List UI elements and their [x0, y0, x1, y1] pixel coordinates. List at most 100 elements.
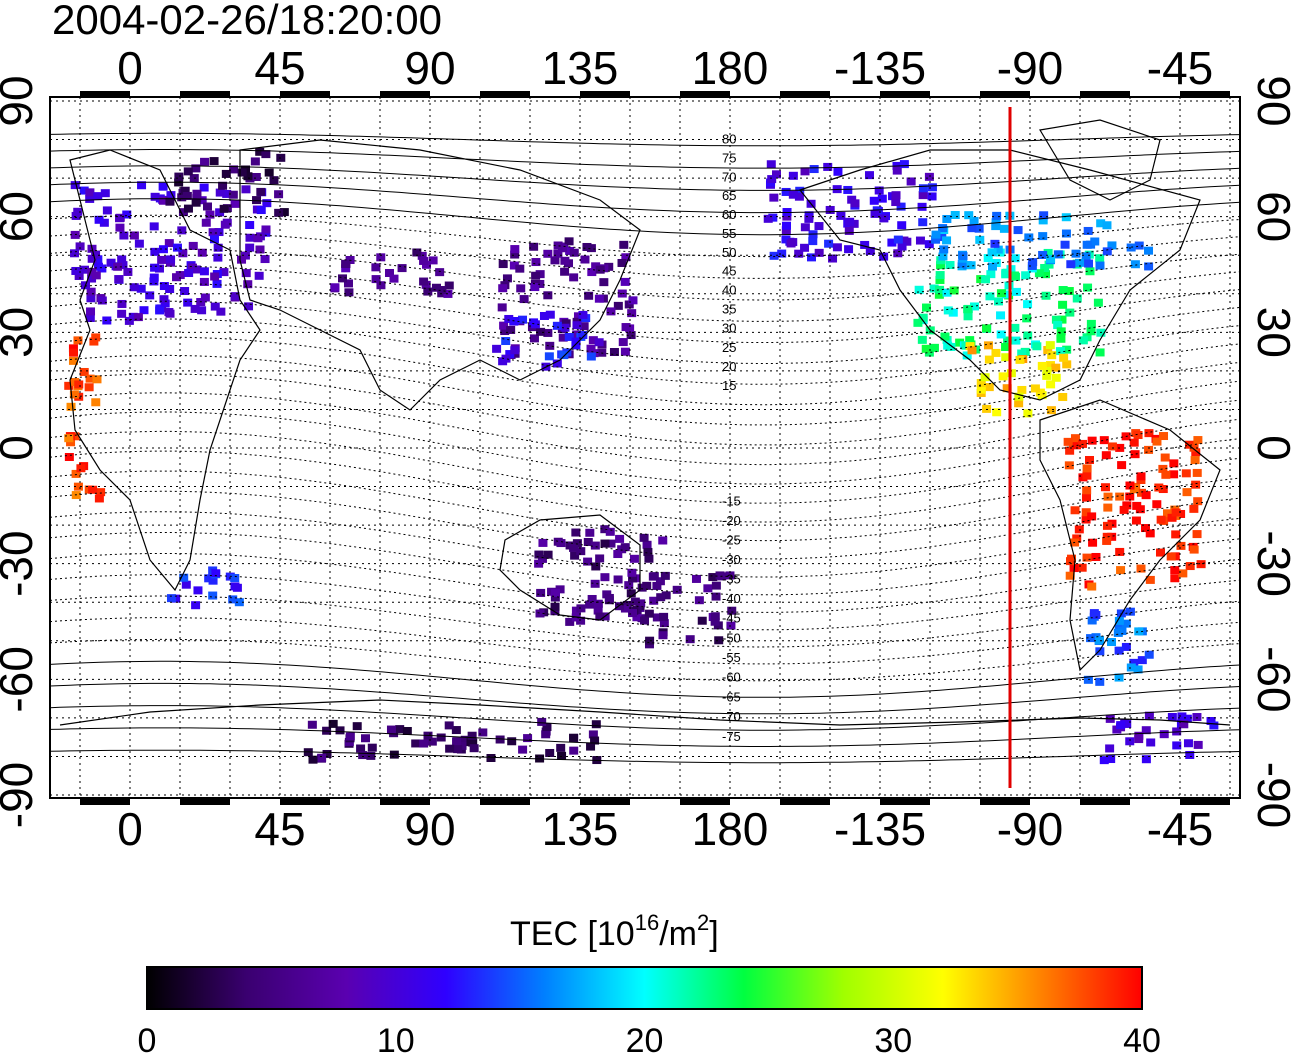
tec-cell [498, 357, 508, 366]
tec-cell [560, 267, 570, 276]
tec-cell [411, 739, 421, 748]
tec-cell [936, 261, 946, 270]
tec-cell [262, 199, 272, 208]
tec-data-layer [64, 147, 1219, 765]
tec-cell [536, 588, 546, 597]
tec-cell [1057, 315, 1067, 324]
tec-cell [1083, 283, 1093, 292]
tec-cell [1192, 713, 1202, 722]
coast-europe-africa [69, 149, 261, 592]
tec-cell [1185, 750, 1195, 759]
lon-tick-label-top: 45 [254, 42, 305, 94]
tec-cell [1155, 548, 1165, 557]
tec-cell [1193, 436, 1203, 445]
tec-cell [149, 222, 159, 231]
tec-cell [199, 267, 209, 276]
tec-cell [1107, 241, 1117, 250]
tec-cell [500, 327, 510, 336]
tec-cell [550, 593, 560, 602]
tec-cell [1167, 513, 1177, 522]
tec-cell [896, 202, 906, 211]
tec-cell [1171, 508, 1181, 517]
tec-cell [992, 408, 1002, 417]
tec-cell [965, 336, 975, 345]
tec-cell [222, 189, 232, 198]
tec-cell [1045, 361, 1055, 370]
coastline-layer [59, 119, 1231, 726]
tec-cell [1182, 488, 1192, 497]
tec-cell [69, 348, 79, 357]
tec-cell [502, 274, 512, 283]
tec-cell [1041, 291, 1051, 300]
tec-cell [637, 583, 647, 592]
mlat-label: -55 [722, 650, 741, 665]
tec-cell [763, 214, 773, 223]
tec-cell [1116, 566, 1126, 575]
tec-cell [1130, 260, 1140, 269]
tec-cell [221, 169, 231, 178]
tec-cell [1096, 219, 1106, 228]
tec-cell [444, 281, 454, 290]
tec-cell [542, 723, 552, 732]
tec-cell [307, 720, 317, 729]
tec-cell [1074, 525, 1084, 534]
tec-cell [1056, 334, 1066, 343]
tec-cell [1159, 730, 1169, 739]
lat-tick-label-right: -30 [1248, 530, 1292, 596]
tec-cell [117, 255, 127, 264]
tec-cell [66, 438, 76, 447]
tec-cell [230, 574, 240, 583]
tec-cell [800, 223, 810, 232]
tec-cell [924, 172, 934, 181]
tec-cell [1058, 300, 1068, 309]
tec-cell [1095, 261, 1105, 270]
tec-cell [1209, 721, 1219, 730]
tec-cell [626, 331, 636, 340]
tec-cell [1059, 353, 1069, 362]
tec-cell [1189, 545, 1199, 554]
tec-cell [1078, 336, 1088, 345]
tec-cell [1099, 436, 1109, 445]
tec-cell [1045, 341, 1055, 350]
tec-cell [245, 221, 255, 230]
tec-cell [87, 254, 97, 263]
graticule [50, 97, 1240, 798]
tec-cell [897, 221, 907, 230]
tec-cell [1061, 213, 1071, 222]
tec-cell [460, 735, 470, 744]
tec-cell [590, 541, 600, 550]
frame-bar-segment [80, 91, 130, 98]
tec-cell [106, 258, 116, 267]
tec-cell [243, 280, 253, 289]
tec-cell [91, 398, 101, 407]
tec-cell [833, 167, 843, 176]
tec-cell [1125, 481, 1135, 490]
mlat-label: -15 [722, 494, 741, 509]
tec-cell [193, 586, 203, 595]
tec-cell [844, 245, 854, 254]
tec-cell [628, 609, 638, 618]
tec-cell [241, 185, 251, 194]
tec-cell [437, 286, 447, 295]
tec-cell [809, 165, 819, 174]
tec-cell [317, 753, 327, 762]
tec-cell [191, 601, 201, 610]
tec-cell [1082, 464, 1092, 473]
tec-cell [220, 220, 230, 229]
tec-cell [191, 265, 201, 274]
tec-cell [655, 577, 665, 586]
tec-cell [256, 206, 266, 215]
tec-cell [535, 270, 545, 279]
tec-cell [918, 184, 928, 193]
tec-cell [230, 292, 240, 301]
tec-cell [565, 246, 575, 255]
tec-cell [620, 277, 630, 286]
tec-cell [1065, 557, 1075, 566]
tec-cell [591, 262, 601, 271]
tec-cell [117, 299, 127, 308]
tec-cell [1134, 627, 1144, 636]
tec-cell [943, 306, 953, 315]
tec-cell [640, 616, 650, 625]
tec-cell [208, 228, 218, 237]
tec-cell [976, 385, 986, 394]
